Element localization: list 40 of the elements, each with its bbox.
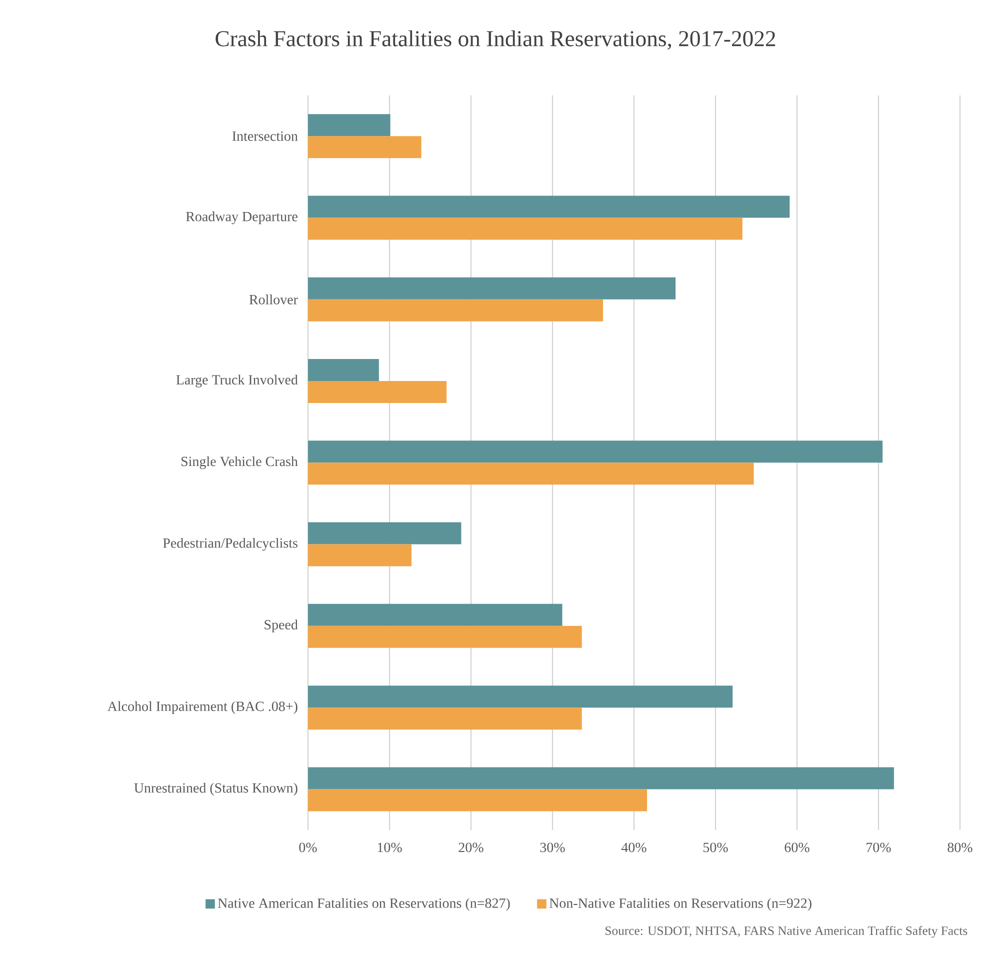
bar (308, 626, 582, 648)
x-tick-label: 30% (540, 842, 565, 852)
y-tick-label: Rollover (249, 294, 298, 304)
x-tick-label: 60% (784, 842, 810, 852)
y-tick-label: Large Truck Involved (176, 374, 298, 388)
bar (308, 440, 883, 463)
x-tick-label: 10% (378, 842, 402, 852)
bar (308, 136, 422, 158)
bar (308, 522, 462, 544)
y-tick-label: Single Vehicle Crash (181, 456, 298, 470)
y-tick-label: Intersection (232, 131, 298, 141)
y-tick-label: Pedestrian/Pedalcyclists (163, 538, 298, 551)
x-tick-label: 80% (948, 842, 972, 852)
y-tick-label: Speed (264, 620, 298, 632)
legend-label: Non-Native Fatalities on Reservations (n=922) (549, 898, 812, 911)
bar (308, 462, 754, 485)
bar (308, 277, 676, 300)
x-tick-label: 70% (866, 842, 891, 852)
bar (308, 299, 604, 322)
bar (308, 604, 562, 626)
y-tick-label: Alcohol Impairement (BAC .08+) (107, 701, 298, 714)
bar (308, 767, 894, 790)
bar (308, 708, 582, 730)
bar (308, 114, 390, 136)
y-tick-label: Roadway Departure (186, 211, 298, 224)
source-note: Source: USDOT, NHTSA, FARS Native American Traffic Safety Facts (606, 926, 968, 938)
bar (308, 686, 733, 708)
bar (308, 218, 742, 240)
y-tick-label: Unrestrained (Status Known) (134, 782, 298, 796)
x-tick-label: 50% (703, 842, 728, 852)
bar (308, 544, 412, 566)
x-tick-label: 40% (621, 842, 646, 852)
bar (308, 789, 648, 812)
legend-label: Native American Fatalities on Reservations (n=827) (218, 898, 510, 911)
x-tick-label: 0% (299, 842, 317, 852)
bar (308, 196, 790, 218)
x-tick-label: 20% (458, 842, 484, 852)
bar (308, 381, 447, 404)
bar (308, 359, 379, 382)
chart-title: Crash Factors in Fatalities on Indian Reservations, 2017-2022 (216, 30, 776, 50)
